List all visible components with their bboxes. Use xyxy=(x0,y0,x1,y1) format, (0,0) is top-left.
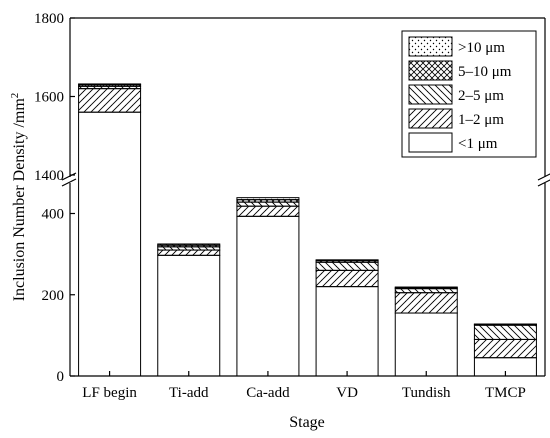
y-tick-label: 1400 xyxy=(34,168,64,184)
legend-items: >10 μm 5–10 μm 2–5 μm 1–2 μm <1 μm xyxy=(408,36,512,153)
legend-label: 2–5 μm xyxy=(458,88,504,104)
y-axis-label-superscript: 2 xyxy=(9,93,21,99)
bar-segment xyxy=(394,292,458,314)
bar-segment xyxy=(394,288,458,294)
bar-segment xyxy=(236,201,300,207)
bar-segment xyxy=(315,261,379,271)
break-mark-right-a xyxy=(537,173,550,181)
x-tick-label: Ca-add xyxy=(246,385,290,401)
bar-segment xyxy=(315,259,379,262)
y-axis-label-main: Inclusion Number Density /mm xyxy=(11,98,28,302)
bar-segment xyxy=(315,269,379,288)
bar-segment xyxy=(473,338,537,359)
plot-frame xyxy=(69,17,546,377)
x-tick-label: Tundish xyxy=(402,385,451,401)
bar-segment xyxy=(394,286,458,289)
legend-swatch xyxy=(408,132,453,153)
x-tick-label: TMCP xyxy=(485,385,526,401)
legend-swatch xyxy=(408,36,453,57)
legend-label: 5–10 μm xyxy=(458,64,512,80)
x-axis-label: Stage xyxy=(289,414,325,431)
x-tick-label: Ti-add xyxy=(169,385,209,401)
bar-segment xyxy=(157,243,221,246)
bar-segment xyxy=(236,197,300,201)
y-axis-label: Inclusion Number Density /mm2 xyxy=(9,93,28,302)
bar-segment xyxy=(315,286,379,377)
bars xyxy=(77,83,537,377)
bar-segment xyxy=(157,254,221,377)
y-ticks: 0 200 400 1400 1600 1800 xyxy=(34,11,75,385)
bar-segment xyxy=(78,111,142,377)
bar-segment xyxy=(157,249,221,256)
bar-segment xyxy=(236,215,300,377)
y-tick-label: 1800 xyxy=(34,11,64,27)
x-tick-label: LF begin xyxy=(82,385,137,401)
bar-segment xyxy=(236,205,300,217)
legend-swatch xyxy=(408,108,453,129)
bar-segment xyxy=(473,324,537,340)
y-tick-label: 1600 xyxy=(34,90,64,106)
legend-swatch xyxy=(408,84,453,105)
x-ticks: LF begin Ti-add Ca-add VD Tundish TMCP xyxy=(82,371,526,401)
legend-swatch xyxy=(408,60,453,81)
bar-segment xyxy=(78,88,142,113)
bar-segment xyxy=(78,83,142,86)
break-mark-left-a xyxy=(61,172,77,181)
legend-label: <1 μm xyxy=(458,136,498,152)
legend-label: 1–2 μm xyxy=(458,112,504,128)
y-tick-label: 400 xyxy=(42,207,65,223)
bar-segment xyxy=(394,312,458,377)
legend-label: >10 μm xyxy=(458,40,505,56)
y-tick-label: 0 xyxy=(57,369,65,385)
y-tick-label: 200 xyxy=(42,288,65,304)
break-mark-right-b xyxy=(537,179,550,187)
x-tick-label: VD xyxy=(336,385,358,401)
bar-break-gap xyxy=(77,172,142,186)
break-mark-left-b xyxy=(61,178,77,187)
legend: >10 μm 5–10 μm 2–5 μm 1–2 μm <1 μm xyxy=(401,30,537,158)
